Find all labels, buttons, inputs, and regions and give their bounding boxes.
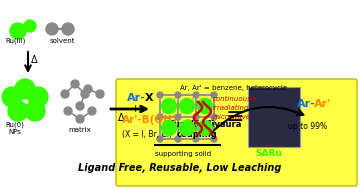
Text: Δ: Δ (118, 113, 125, 123)
Text: coupling: coupling (177, 130, 218, 139)
Text: Ar-: Ar- (297, 99, 316, 109)
Text: Ligand Free, Reusable, Low Leaching: Ligand Free, Reusable, Low Leaching (78, 163, 282, 173)
Circle shape (10, 23, 26, 39)
Circle shape (71, 80, 79, 88)
Text: supporting solid: supporting solid (155, 151, 211, 157)
Text: microwave: microwave (213, 114, 251, 120)
Circle shape (175, 92, 181, 98)
Circle shape (193, 114, 199, 120)
Circle shape (46, 23, 58, 35)
Circle shape (198, 98, 212, 114)
Circle shape (61, 90, 69, 98)
Circle shape (157, 136, 163, 142)
Text: irradiating: irradiating (213, 105, 249, 111)
Circle shape (84, 85, 92, 93)
Text: (X = I, Br, Cl): (X = I, Br, Cl) (122, 130, 172, 139)
Circle shape (211, 114, 217, 120)
Text: Suzuki-Miyaura: Suzuki-Miyaura (168, 120, 241, 129)
Text: X: X (145, 93, 154, 103)
Circle shape (76, 102, 84, 110)
Text: 2: 2 (185, 119, 190, 128)
Circle shape (2, 87, 22, 107)
Text: up to 99%: up to 99% (288, 122, 327, 131)
Circle shape (162, 98, 176, 114)
Circle shape (157, 114, 163, 120)
Circle shape (180, 98, 194, 114)
Circle shape (62, 23, 74, 35)
FancyBboxPatch shape (248, 87, 300, 147)
Text: continuously: continuously (213, 96, 258, 102)
Circle shape (157, 92, 163, 98)
Circle shape (193, 136, 199, 142)
Text: ≡: ≡ (226, 107, 245, 127)
Circle shape (76, 115, 84, 123)
Text: Ru(0): Ru(0) (5, 121, 24, 128)
Circle shape (8, 101, 28, 121)
Circle shape (96, 90, 104, 98)
Circle shape (28, 87, 48, 107)
Text: Ar, Ar' = benzene, heterocycle: Ar, Ar' = benzene, heterocycle (180, 85, 287, 91)
Text: matrix: matrix (68, 127, 91, 133)
Circle shape (175, 114, 181, 120)
Text: Ar-: Ar- (127, 93, 146, 103)
Circle shape (211, 92, 217, 98)
FancyBboxPatch shape (116, 79, 357, 186)
Text: Ru(III): Ru(III) (5, 38, 25, 44)
Text: NPs: NPs (8, 129, 21, 135)
Text: +: + (131, 104, 140, 114)
Circle shape (180, 121, 194, 136)
Text: SARu: SARu (255, 149, 282, 158)
Text: solvent: solvent (50, 38, 76, 44)
Circle shape (162, 121, 176, 136)
Text: Δ: Δ (31, 55, 38, 65)
Circle shape (198, 121, 212, 136)
Circle shape (25, 101, 45, 121)
Circle shape (15, 79, 35, 99)
Text: Ar': Ar' (314, 99, 331, 109)
Circle shape (175, 136, 181, 142)
Circle shape (24, 20, 36, 32)
Circle shape (88, 107, 96, 115)
Text: Ar'-B(OH): Ar'-B(OH) (122, 115, 177, 125)
Circle shape (193, 92, 199, 98)
Circle shape (81, 90, 89, 98)
Circle shape (64, 107, 72, 115)
Circle shape (211, 136, 217, 142)
